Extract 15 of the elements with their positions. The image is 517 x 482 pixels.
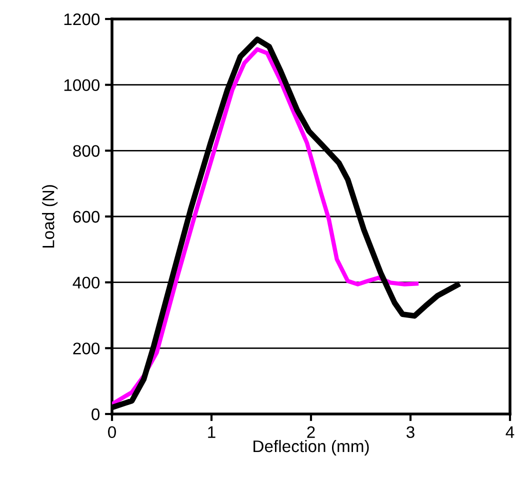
x-tick-label: 2 [307, 426, 315, 438]
y-tick-label: 1000 [64, 79, 100, 92]
line-series [112, 47, 419, 406]
x-tick-label: 0 [108, 426, 116, 438]
y-tick-label: 0 [92, 408, 100, 420]
y-tick-label: 800 [73, 145, 100, 157]
y-tick-label: 600 [73, 210, 100, 223]
x-tick-label: 1 [208, 426, 216, 438]
y-axis-title: Load (N) [42, 185, 58, 248]
y-tick-label: 400 [72, 276, 100, 289]
y-tick-label: 200 [73, 342, 100, 354]
x-tick-label: 4 [506, 426, 514, 438]
x-axis-title: Deflection (mm) [254, 440, 369, 456]
y-tick-label: 1200 [64, 13, 100, 26]
x-tick-label: 3 [406, 426, 414, 438]
